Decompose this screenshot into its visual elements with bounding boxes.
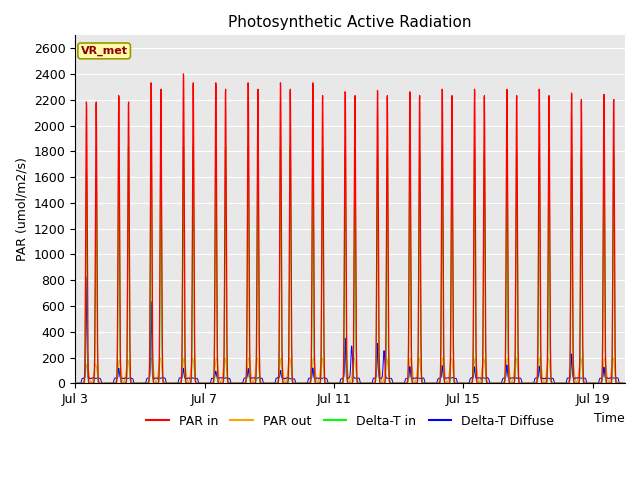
Title: Photosynthetic Active Radiation: Photosynthetic Active Radiation bbox=[228, 15, 472, 30]
X-axis label: Time: Time bbox=[595, 411, 625, 425]
Text: VR_met: VR_met bbox=[81, 46, 127, 56]
Y-axis label: PAR (umol/m2/s): PAR (umol/m2/s) bbox=[15, 157, 28, 261]
Legend: PAR in, PAR out, Delta-T in, Delta-T Diffuse: PAR in, PAR out, Delta-T in, Delta-T Dif… bbox=[141, 410, 559, 433]
